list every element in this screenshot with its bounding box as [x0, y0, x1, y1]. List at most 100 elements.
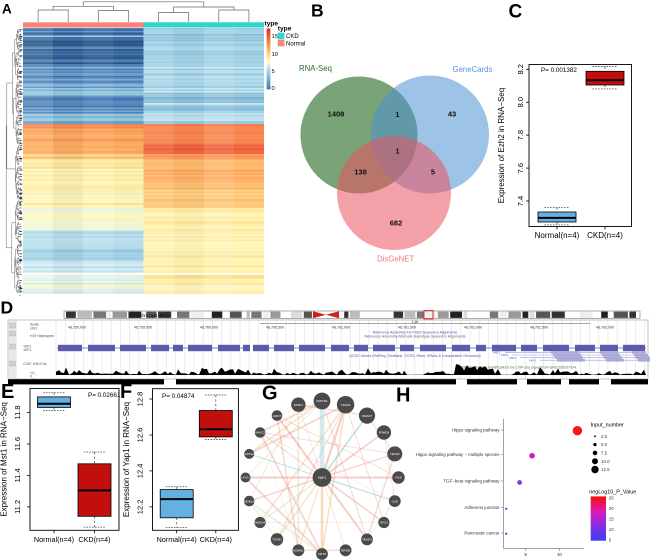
svg-text:P= 0.001382: P= 0.001382: [541, 67, 577, 74]
svg-text:YAP1: YAP1: [509, 356, 517, 360]
svg-text:H19 Haplotypes: H19 Haplotypes: [30, 334, 54, 338]
svg-text:48,762,000: 48,762,000: [464, 326, 482, 330]
svg-text:Reference Assembly Fix Patch S: Reference Assembly Fix Patch Sequence Al…: [373, 330, 458, 334]
svg-text:2.5: 2.5: [601, 434, 608, 439]
svg-text:Adherens junction: Adherens junction: [464, 505, 500, 510]
svg-text:A: A: [2, 2, 12, 17]
svg-text:15: 15: [609, 516, 614, 521]
svg-text:YAP1: YAP1: [318, 476, 327, 480]
svg-text:10: 10: [609, 527, 614, 532]
svg-text:TGFB1: TGFB1: [272, 538, 282, 542]
svg-text:Normal(n=4): Normal(n=4): [535, 231, 580, 240]
svg-text:RNA-Seq: RNA-Seq: [299, 64, 332, 73]
svg-text:LATS1: LATS1: [241, 476, 250, 480]
svg-text:NEDD4: NEDD4: [255, 521, 266, 525]
svg-text:48,761,500: 48,761,500: [398, 326, 416, 330]
svg-text:7.6: 7.6: [516, 163, 525, 173]
svg-text:25: 25: [609, 495, 614, 500]
svg-text:11.4: 11.4: [13, 468, 22, 482]
svg-text:8.0: 8.0: [516, 97, 525, 107]
svg-text:CKD(n=4): CKD(n=4): [587, 231, 623, 240]
svg-text:YAP1: YAP1: [501, 353, 509, 357]
svg-text:48,761,000: 48,761,000: [332, 326, 350, 330]
svg-text:10: 10: [557, 552, 563, 557]
svg-text:11.2: 11.2: [13, 500, 22, 514]
svg-text:Pancreatic cancer: Pancreatic cancer: [464, 531, 500, 536]
svg-text:5: 5: [524, 552, 527, 557]
svg-text:8.2: 8.2: [516, 64, 525, 74]
svg-text:WWTR1: WWTR1: [316, 399, 328, 403]
svg-text:WWC2: WWC2: [255, 431, 265, 435]
svg-text:5.0: 5.0: [601, 442, 608, 447]
svg-text:CKD(n=4): CKD(n=4): [200, 535, 232, 544]
svg-text:1: 1: [395, 147, 399, 156]
svg-text:48,760,500: 48,760,500: [266, 326, 284, 330]
svg-text:48,760,000: 48,760,000: [200, 326, 218, 330]
svg-text:Hippo signaling pathway: Hippo signaling pathway: [452, 428, 500, 433]
svg-text:5: 5: [272, 69, 275, 75]
svg-text:CKD: CKD: [286, 34, 299, 40]
svg-text:YAP1: YAP1: [493, 351, 501, 355]
svg-text:Hippo signaling pathway − mult: Hippo signaling pathway − multiple speci…: [416, 452, 501, 457]
svg-text:10.0: 10.0: [601, 459, 610, 464]
svg-text:CD8+ H3K27ac: CD8+ H3K27ac: [23, 362, 47, 366]
svg-text:7.8: 7.8: [516, 130, 525, 140]
svg-text:EP300: EP300: [341, 549, 350, 553]
svg-text:12.4: 12.4: [136, 464, 145, 479]
svg-text:G: G: [262, 383, 278, 405]
svg-text:12.2: 12.2: [136, 500, 145, 515]
svg-text:48,763,000: 48,763,000: [596, 326, 614, 330]
svg-text:Expression of Ezh2 in RNA−Seq: Expression of Ezh2 in RNA−Seq: [497, 88, 506, 203]
svg-text:H3K27ac histone modifications: H3K27ac histone modifications by ChIP-se…: [460, 366, 576, 370]
svg-text:1408: 1408: [328, 110, 345, 119]
svg-text:CKD(n=4): CKD(n=4): [78, 535, 110, 544]
svg-text:CAD: CAD: [392, 499, 399, 503]
svg-text:NPC2: NPC2: [380, 521, 388, 525]
svg-text:0: 0: [272, 86, 275, 92]
svg-text:type: type: [265, 20, 279, 27]
svg-text:H: H: [396, 385, 410, 407]
svg-text:SMAD7: SMAD7: [362, 414, 373, 418]
svg-text:type: type: [278, 25, 292, 32]
svg-text:48,759,500: 48,759,500: [134, 326, 152, 330]
svg-text:5: 5: [431, 168, 435, 177]
svg-text:0 _: 0 _: [30, 375, 35, 379]
svg-text:P= 0.02661: P= 0.02661: [88, 392, 121, 399]
svg-text:F: F: [120, 381, 132, 403]
svg-text:SGMS1: SGMS1: [293, 549, 304, 553]
svg-text:AMOT: AMOT: [273, 414, 282, 418]
svg-text:chr1 (q41-42.1): chr1 (q41-42.1): [140, 313, 169, 318]
svg-text:YAP1: YAP1: [23, 345, 32, 349]
svg-text:GeneCards: GeneCards: [453, 65, 493, 74]
svg-text:1 kb: 1 kb: [412, 320, 419, 324]
svg-text:Scale: Scale: [30, 323, 39, 327]
svg-text:20: 20: [609, 506, 614, 511]
svg-text:11.8: 11.8: [13, 405, 22, 419]
svg-text:Expression of Yap1 in RNA−Seq: Expression of Yap1 in RNA−Seq: [122, 402, 131, 517]
svg-text:7.4: 7.4: [516, 196, 525, 206]
svg-text:DisGeNET: DisGeNET: [377, 255, 414, 264]
svg-text:12.8: 12.8: [136, 392, 145, 407]
svg-text:B: B: [311, 1, 324, 21]
svg-text:negLog10_P_Value: negLog10_P_Value: [589, 489, 636, 495]
svg-text:Input_number: Input_number: [591, 422, 624, 428]
svg-text:TGF−beta signaling pathway: TGF−beta signaling pathway: [443, 479, 500, 484]
svg-text:14 _: 14 _: [30, 371, 37, 375]
svg-text:chr1:: chr1:: [30, 327, 38, 331]
svg-text:Expression of Mst1 in RNA−Seq: Expression of Mst1 in RNA−Seq: [0, 402, 9, 517]
svg-text:682: 682: [390, 219, 403, 228]
svg-text:Normal(n=4): Normal(n=4): [157, 535, 197, 544]
svg-text:HGS: HGS: [395, 476, 402, 480]
svg-text:Normal(n=4): Normal(n=4): [34, 535, 74, 544]
svg-text:YAP1: YAP1: [529, 358, 537, 362]
svg-text:C: C: [509, 2, 523, 23]
svg-text:Reference Assembly Alternate H: Reference Assembly Alternate Haplotype S…: [364, 335, 465, 339]
svg-text:D: D: [1, 298, 14, 318]
svg-text:MOB1A: MOB1A: [244, 499, 255, 503]
svg-text:43: 43: [448, 110, 456, 119]
svg-text:10: 10: [272, 52, 278, 58]
svg-text:YAP1: YAP1: [23, 348, 32, 352]
svg-text:138: 138: [354, 168, 367, 177]
svg-text:FRMD6: FRMD6: [379, 431, 390, 435]
svg-text:12.6: 12.6: [136, 428, 145, 443]
